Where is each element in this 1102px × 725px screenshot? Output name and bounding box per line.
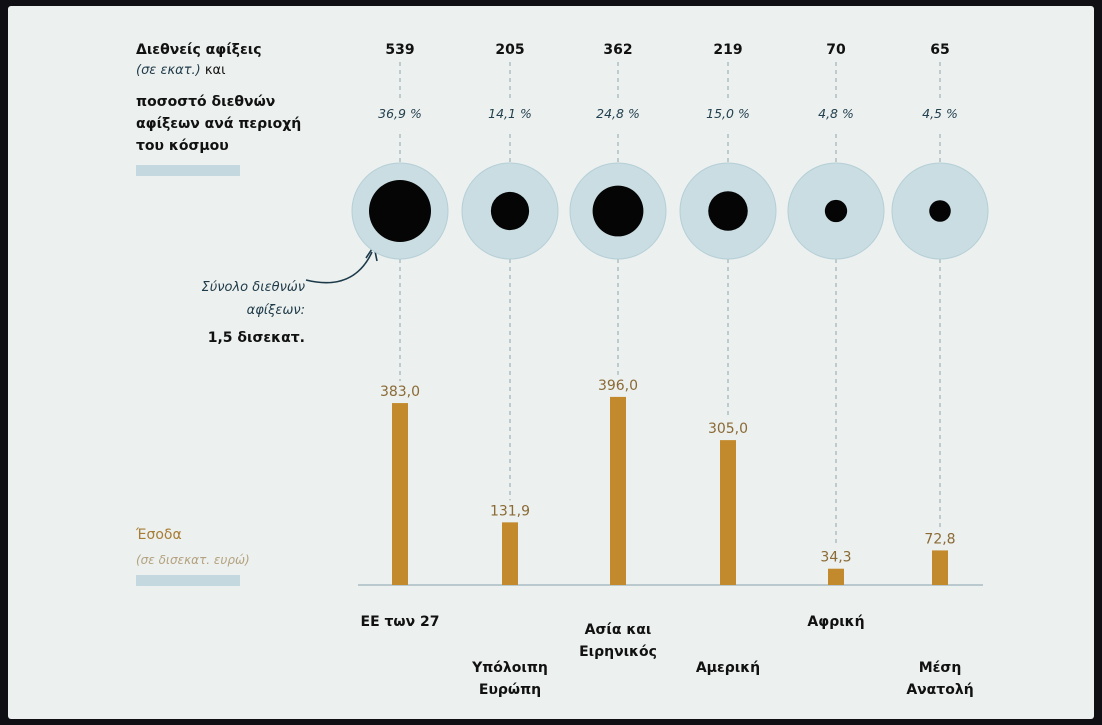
arrival-dot [592, 185, 644, 237]
tourism-chart: Διεθνείς αφίξεις (σε εκατ.) και ποσοστό … [135, 42, 989, 698]
revenue-value: 396,0 [598, 378, 638, 394]
arrival-dot [490, 191, 530, 231]
arrivals-heading-line1: Διεθνείς αφίξεις [136, 42, 262, 58]
arrival-share: 15,0 % [706, 106, 750, 121]
arrival-share: 4,5 % [922, 106, 958, 121]
arrival-count: 205 [495, 42, 524, 58]
arrival-dot [824, 199, 848, 223]
arrivals-heading-line5: του κόσμου [136, 138, 229, 154]
arrival-counts: 539 205 362 219 70 65 [385, 42, 949, 58]
annotation-arrow-line [305, 251, 373, 284]
region-label-line: Ανατολή [906, 682, 973, 698]
arrival-dot [708, 191, 748, 231]
region-label: Υπόλοιπη Ευρώπη [471, 660, 548, 698]
revenue-value: 131,9 [490, 503, 530, 519]
region-label-line: Ασία και [585, 622, 652, 638]
revenue-value: 72,8 [924, 531, 955, 547]
arrival-halos [351, 162, 989, 260]
region-labels: ΕΕ των 27 Υπόλοιπη Ευρώπη Ασία και Ειρηνικός… [361, 614, 974, 698]
arrival-count: 539 [385, 42, 414, 58]
total-annotation: Σύνολο διεθνών αφίξεων: 1,5 δισεκατ. [202, 243, 378, 346]
arrival-count: 219 [713, 42, 742, 58]
region-label: Αφρική [807, 614, 864, 630]
revenue-heading: Έσοδα (σε δισεκατ. ευρώ) [135, 527, 250, 586]
region-label-line: Μέση [919, 660, 962, 676]
arrival-dots [369, 180, 951, 242]
revenue-bars [392, 396, 948, 585]
region-label-line: Ειρηνικός [579, 644, 657, 660]
arrivals-unit: (σε εκατ.) [136, 63, 201, 78]
region-label-line: Υπόλοιπη [471, 660, 548, 676]
region-label-line: ΕΕ των 27 [361, 614, 440, 630]
revenue-value: 34,3 [820, 550, 851, 566]
revenue-bar [610, 396, 626, 585]
region-label: Μέση Ανατολή [906, 660, 973, 698]
arrivals-heading: Διεθνείς αφίξεις (σε εκατ.) και ποσοστό … [136, 42, 301, 176]
arrival-share: 4,8 % [818, 106, 854, 121]
revenue-heading-line2: (σε δισεκατ. ευρώ) [136, 553, 250, 567]
revenue-bar [932, 550, 948, 585]
region-label-line: Αφρική [807, 614, 864, 630]
revenue-value: 383,0 [380, 384, 420, 400]
region-label-line: Ευρώπη [479, 682, 541, 698]
arrivals-and: και [201, 63, 226, 78]
arrivals-heading-line4: αφίξεων ανά περιοχή [136, 116, 301, 132]
region-label: Ασία και Ειρηνικός [579, 622, 657, 660]
arrival-share: 36,9 % [378, 106, 422, 121]
total-annotation-line2: αφίξεων: [247, 303, 305, 318]
region-label-line: Αμερική [696, 660, 760, 676]
revenue-value: 305,0 [708, 421, 748, 437]
chart-frame: Διεθνείς αφίξεις (σε εκατ.) και ποσοστό … [8, 6, 1094, 719]
arrivals-heading-line2: (σε εκατ.) και [136, 63, 226, 78]
arrivals-legend-swatch [136, 165, 240, 176]
revenue-legend-swatch [136, 575, 240, 586]
arrival-count: 65 [930, 42, 949, 58]
arrival-count: 362 [603, 42, 632, 58]
arrival-share: 14,1 % [488, 106, 532, 121]
total-annotation-line1: Σύνολο διεθνών [202, 280, 305, 295]
arrivals-heading-line3: ποσοστό διεθνών [136, 94, 275, 110]
region-label: ΕΕ των 27 [361, 614, 440, 630]
revenue-bar [720, 440, 736, 585]
guide-lines [399, 62, 941, 547]
arrival-dot [929, 200, 951, 222]
revenue-bar [828, 568, 844, 585]
arrival-share: 24,8 % [596, 106, 640, 121]
revenue-heading-line1: Έσοδα [135, 527, 182, 543]
arrival-dot [369, 180, 431, 242]
total-annotation-value: 1,5 δισεκατ. [208, 330, 305, 346]
region-label: Αμερική [696, 660, 760, 676]
arrival-count: 70 [826, 42, 846, 58]
arrival-shares: 36,9 % 14,1 % 24,8 % 15,0 % 4,8 % 4,5 % [378, 106, 958, 121]
revenue-bar [502, 522, 518, 585]
revenue-bar [392, 403, 408, 585]
revenue-values: 383,0 131,9 396,0 305,0 34,3 72,8 [380, 378, 956, 566]
